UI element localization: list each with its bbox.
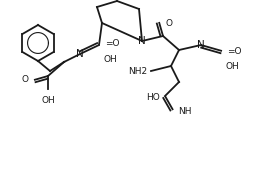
Text: =O: =O bbox=[105, 40, 119, 49]
Text: N: N bbox=[76, 49, 84, 59]
Text: NH2: NH2 bbox=[128, 67, 147, 77]
Text: N: N bbox=[197, 40, 205, 50]
Text: =O: =O bbox=[227, 46, 242, 55]
Text: N: N bbox=[138, 36, 146, 46]
Text: O: O bbox=[22, 76, 29, 84]
Text: HO: HO bbox=[146, 93, 160, 103]
Text: OH: OH bbox=[103, 55, 117, 64]
Text: OH: OH bbox=[226, 62, 240, 71]
Text: OH: OH bbox=[41, 96, 55, 105]
Text: NH: NH bbox=[178, 106, 192, 115]
Text: O: O bbox=[165, 19, 172, 28]
